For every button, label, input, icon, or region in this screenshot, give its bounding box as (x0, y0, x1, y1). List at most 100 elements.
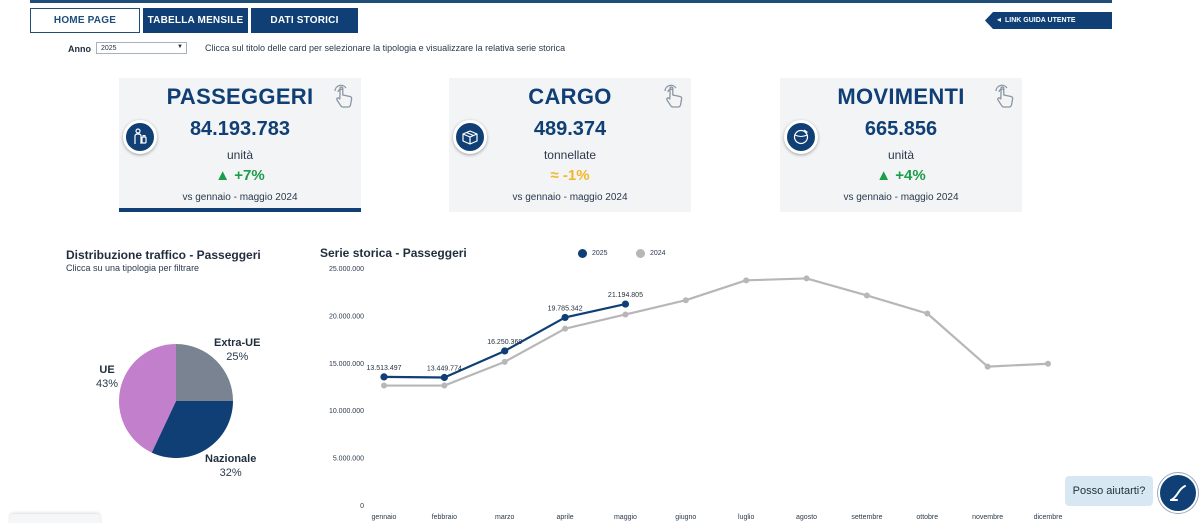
y-tick-label: 15.000.000 (329, 361, 364, 368)
x-tick-label: marzo (495, 514, 515, 521)
card-cargo[interactable]: CARGO 489.374 tonnellate ≈ -1% vs gennai… (449, 78, 691, 212)
y-tick-label: 10.000.000 (329, 408, 364, 415)
guide-label: LINK GUIDA UTENTE (1005, 17, 1076, 24)
card-unit: tonnellate (543, 148, 597, 162)
data-point-2024[interactable] (441, 382, 448, 389)
legend-dot-icon (636, 249, 645, 258)
globe-flight-icon (784, 120, 818, 154)
data-label-2025: 21.194.805 (608, 292, 643, 299)
nav-tabella-mensile-button[interactable]: TABELLA MENSILE (143, 8, 248, 33)
data-label-2025: 19.785.342 (548, 305, 583, 312)
card-comparison: vs gennaio - maggio 2024 (512, 192, 628, 203)
anno-label: Anno (68, 44, 91, 54)
card-delta: ▲ +7% (119, 167, 361, 184)
nav-dati-storici-button[interactable]: DATI STORICI (251, 8, 358, 33)
legend-label: 2025 (592, 250, 608, 257)
approx-icon: ≈ (550, 167, 559, 184)
serie-storica-title: Serie storica - Passeggeri (320, 246, 467, 260)
pie-label-extra-ue[interactable]: Extra-UE 25% (214, 336, 260, 364)
distribution-title: Distribuzione traffico - Passeggeri (66, 248, 261, 262)
data-point-2024[interactable] (682, 297, 689, 304)
data-point-2024[interactable] (863, 292, 870, 299)
data-point-2025[interactable] (501, 347, 509, 355)
pie-slice-ue[interactable] (119, 344, 176, 453)
pie-label-pct: 25% (226, 351, 249, 363)
x-tick-label: agosto (796, 514, 817, 521)
card-passeggeri[interactable]: PASSEGGERI 84.193.783 unità ▲ +7% vs gen… (119, 78, 361, 212)
data-point-2024[interactable] (924, 310, 931, 317)
data-point-2024[interactable] (381, 382, 387, 389)
data-point-2025[interactable] (621, 300, 630, 308)
data-point-2024[interactable] (743, 277, 750, 284)
data-point-2025[interactable] (561, 313, 569, 322)
x-tick-label: luglio (738, 514, 754, 521)
anno-select[interactable]: 2025 ▼ (96, 42, 187, 54)
data-point-2024[interactable] (984, 363, 991, 370)
x-tick-label: gennaio (372, 514, 397, 521)
card-unit: unità (226, 148, 254, 162)
x-tick-label: dicembre (1034, 514, 1063, 521)
card-delta-value: +4% (895, 167, 926, 184)
cargo-box-icon (453, 120, 487, 154)
x-tick-label: febbraio (432, 514, 457, 521)
legend-item-2025[interactable]: 2025 (578, 249, 608, 258)
chat-assistant-button[interactable] (1158, 473, 1198, 513)
data-label-2025: 16.250.369 (487, 339, 522, 346)
x-tick-label: giugno (675, 514, 696, 521)
pie-label-name: UE (99, 364, 115, 376)
card-value: 665.856 (864, 118, 938, 140)
pie-label-pct: 32% (219, 467, 242, 479)
pie-svg (119, 344, 233, 458)
data-point-2024[interactable] (803, 275, 810, 282)
card-delta: ≈ -1% (449, 167, 691, 184)
help-chat-bubble[interactable]: Posso aiutarti? (1065, 476, 1153, 506)
data-point-2024[interactable] (1045, 360, 1051, 367)
x-tick-label: maggio (614, 514, 637, 521)
data-point-2025[interactable] (380, 373, 388, 381)
assistant-logo-icon (1170, 485, 1186, 501)
card-unit: unità (887, 148, 915, 162)
tap-hand-icon (334, 84, 353, 108)
card-value: 489.374 (533, 118, 607, 140)
card-title[interactable]: PASSEGGERI (166, 84, 314, 109)
data-label-2025: 13.513.497 (366, 365, 401, 372)
card-title[interactable]: CARGO (528, 84, 612, 109)
chevron-down-icon: ▼ (177, 44, 183, 50)
data-point-2024[interactable] (562, 325, 569, 332)
card-delta-value: -1% (562, 167, 590, 184)
pie-label-nazionale[interactable]: Nazionale 32% (205, 452, 256, 480)
card-movimenti[interactable]: MOVIMENTI 665.856 unità ▲ +4% vs gennaio… (780, 78, 1022, 212)
anno-selected-value: 2025 (101, 44, 117, 52)
legend-item-2024[interactable]: 2024 (636, 249, 666, 258)
card-title[interactable]: MOVIMENTI (837, 84, 965, 109)
pie-label-pct: 43% (96, 378, 119, 390)
passenger-icon (123, 120, 157, 154)
link-guida-utente-button[interactable]: ◂ LINK GUIDA UTENTE (985, 12, 1112, 29)
top-accent-line (30, 0, 1112, 3)
x-tick-label: ottobre (916, 514, 938, 521)
card-comparison: vs gennaio - maggio 2024 (843, 192, 959, 203)
tap-hand-icon (995, 84, 1014, 108)
bottom-page-tab[interactable] (10, 514, 100, 523)
y-tick-label: 25.000.000 (329, 266, 364, 273)
data-point-2025[interactable] (440, 373, 448, 382)
pie-label-name: Nazionale (205, 453, 257, 465)
card-delta: ▲ +4% (780, 167, 1022, 184)
series-line-2024 (384, 277, 1049, 387)
x-tick-label: settembre (851, 514, 882, 521)
data-point-2024[interactable] (501, 358, 508, 365)
distribution-pie-chart (90, 330, 280, 480)
card-delta-value: +7% (234, 167, 265, 184)
x-tick-label: aprile (557, 514, 574, 521)
card-value: 84.193.783 (189, 118, 291, 140)
arrow-left-icon: ◂ (997, 15, 1002, 24)
data-point-2024[interactable] (622, 311, 629, 318)
pie-slice-extra-ue[interactable] (176, 344, 233, 401)
tap-hand-icon (664, 84, 683, 108)
y-tick-label: 5.000.000 (333, 456, 364, 463)
pie-label-ue[interactable]: UE 43% (96, 363, 118, 391)
pie-label-name: Extra-UE (214, 337, 261, 349)
nav-home-page-button[interactable]: HOME PAGE (30, 8, 140, 33)
card-comparison: vs gennaio - maggio 2024 (182, 192, 298, 203)
pie-slice-nazionale[interactable] (151, 401, 233, 458)
